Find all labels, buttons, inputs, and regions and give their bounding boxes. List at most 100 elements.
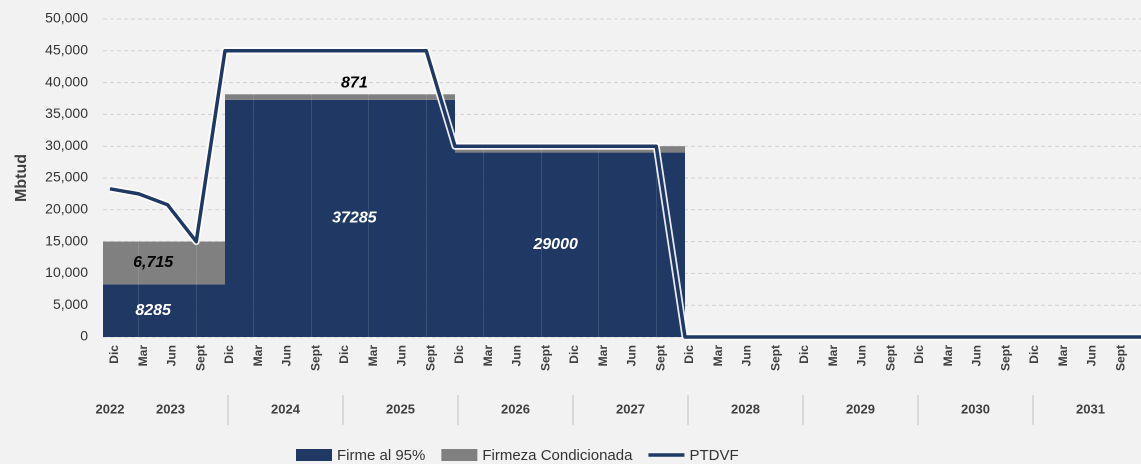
area-segment [103,284,139,337]
year-label: 2024 [271,401,301,416]
area-segment [225,94,254,100]
x-tick-label: Jun [280,345,294,366]
data-label: 6,715 [133,254,174,271]
y-axis-label: Mbtud [13,154,30,202]
x-tick-label: Sept [998,345,1012,371]
area-segment [627,152,657,337]
year-label: 2027 [616,401,645,416]
area-segment [656,146,685,153]
x-tick-label: Dic [337,345,351,364]
area-segment [368,94,398,100]
area-segment [598,152,628,337]
area-segment [167,284,197,337]
legend-label: Firmeza Condicionada [482,447,633,464]
x-tick-label: Dic [107,345,121,364]
legend-swatch [296,449,332,461]
line [109,49,1141,339]
y-tick-label: 50,000 [45,10,88,26]
year-label: 2031 [1076,401,1105,416]
year-label: 2023 [156,401,185,416]
x-tick-label: Sept [308,345,322,371]
y-tick-label: 0 [80,328,88,344]
x-tick-label: Mar [826,345,840,367]
area-segment [483,152,513,337]
area-segment [253,94,283,100]
x-tick-label: Jun [625,345,639,366]
x-tick-label: Dic [797,345,811,364]
area-segment [253,99,283,337]
x-tick-label: Jun [1085,345,1099,366]
area-segment [311,99,340,337]
data-label: 871 [341,75,368,92]
x-tick-label: Dic [1027,345,1041,364]
x-tick-label: Mar [711,345,725,367]
x-tick-label: Mar [481,345,495,367]
area-segment [311,94,340,100]
area-segment [225,99,254,337]
x-tick-label: Jun [395,345,409,366]
area-segment [570,152,599,337]
x-tick-label: Mar [136,345,150,367]
year-label: 2025 [386,401,415,416]
legend-label: Firme al 95% [337,447,425,464]
x-tick-label: Dic [912,345,926,364]
x-tick-label: Sept [768,345,782,371]
x-tick-label: Mar [366,345,380,367]
x-tick-label: Sept [193,345,207,371]
x-tick-label: Sept [1113,345,1127,371]
area-segment [282,94,312,100]
year-label: 2026 [501,401,530,416]
area-segment [512,152,542,337]
legend-label: PTDVF [689,447,738,464]
x-tick-label: Mar [941,345,955,367]
area-segment [397,99,427,337]
y-tick-label: 10,000 [45,264,88,280]
area-segment [340,99,369,337]
area-segment [196,284,225,337]
x-tick-label: Sept [653,345,667,371]
x-tick-label: Sept [538,345,552,371]
x-tick-label: Mar [596,345,610,367]
year-label: 2029 [846,401,875,416]
area-segment [340,94,369,100]
area-segment [397,94,427,100]
x-tick-label: Dic [682,345,696,364]
area-segment [368,99,398,337]
x-tick-label: Jun [855,345,869,366]
data-label: 29000 [532,236,578,253]
area-segment [103,241,139,285]
y-tick-label: 5,000 [53,296,88,312]
x-tick-label: Sept [883,345,897,371]
x-tick-label: Jun [970,345,984,366]
x-tick-label: Sept [423,345,437,371]
x-tick-label: Dic [452,345,466,364]
x-tick-label: Jun [740,345,754,366]
y-tick-label: 35,000 [45,105,88,121]
area-segment [541,152,570,337]
x-tick-label: Jun [510,345,524,366]
x-tick-label: Mar [1056,345,1070,367]
y-tick-label: 30,000 [45,137,88,153]
y-tick-label: 25,000 [45,169,88,185]
data-label: 8285 [135,302,172,319]
data-label: 37285 [332,210,378,227]
legend-swatch [441,449,478,461]
area-segment [455,152,484,337]
year-label: 2030 [961,401,990,416]
y-tick-label: 20,000 [45,201,88,217]
y-tick-label: 15,000 [45,232,88,248]
area-segment [282,99,312,337]
x-tick-label: Mar [251,345,265,367]
area-segment [138,241,168,285]
x-tick-label: Dic [567,345,581,364]
year-label: 2028 [731,401,760,416]
area-segment [167,241,197,285]
area-segment [138,284,168,337]
year-label: 2022 [96,401,125,416]
area-segment [196,241,225,285]
legend: Firme al 95% Firmeza Condicionada PTDVF [296,447,739,464]
x-tick-label: Dic [222,345,236,364]
y-tick-label: 40,000 [45,73,88,89]
x-tick-label: Jun [165,345,179,366]
